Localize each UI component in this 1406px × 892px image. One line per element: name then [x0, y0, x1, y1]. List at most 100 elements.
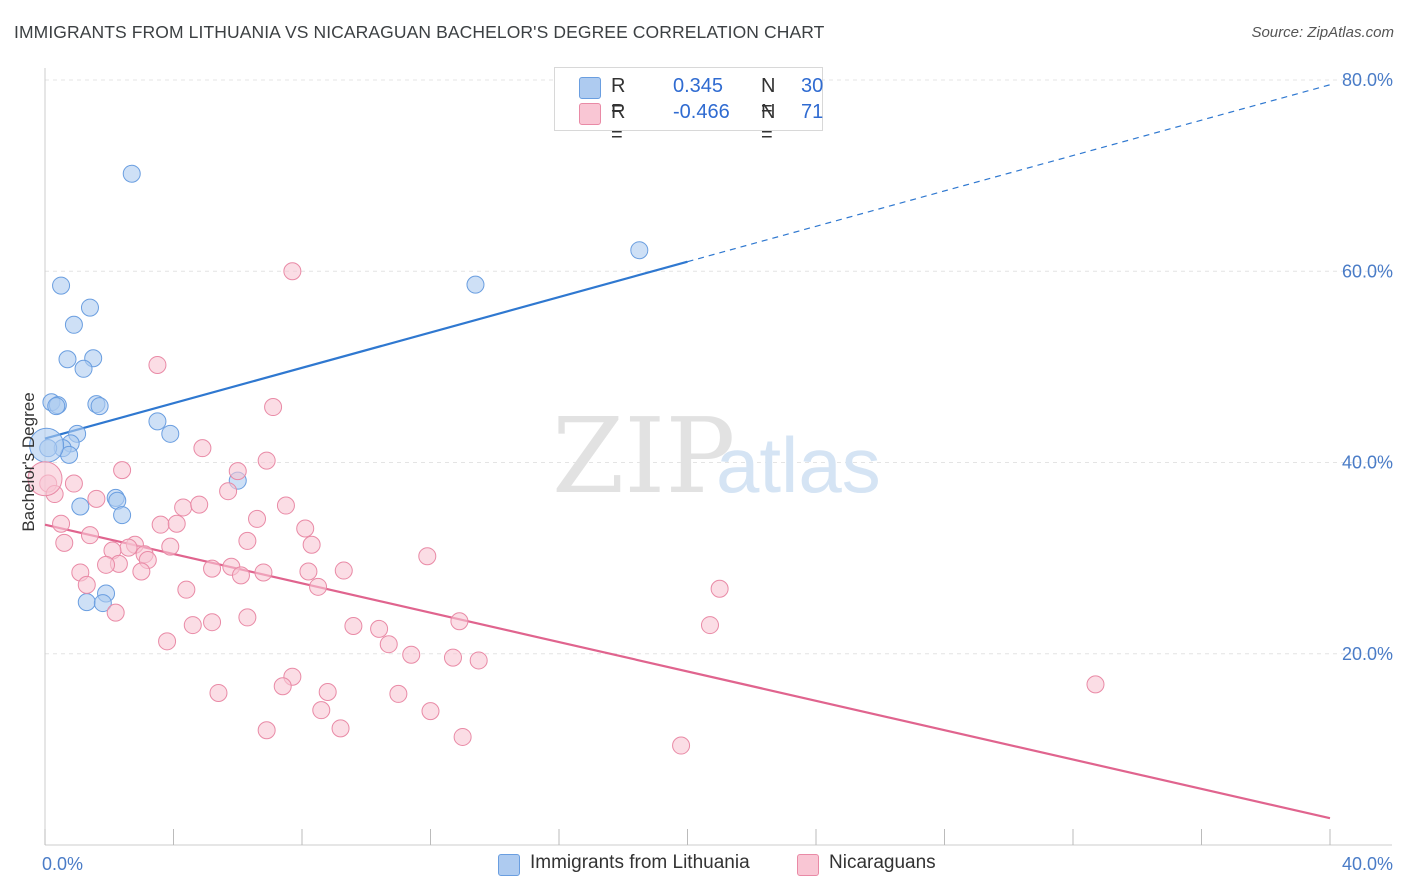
data-point-nicaraguans [1086, 675, 1105, 694]
x-tick-label: 40.0% [1342, 854, 1393, 874]
data-point-nicaraguans [421, 702, 440, 721]
data-point-nicaraguans [219, 482, 238, 501]
y-tick-label: 60.0% [1342, 261, 1393, 281]
data-point-nicaraguans [55, 533, 74, 552]
data-point-lithuania [90, 397, 109, 416]
data-point-nicaraguans [418, 547, 437, 566]
data-point-nicaraguans [203, 559, 222, 578]
data-point-nicaraguans [238, 531, 257, 550]
data-point-nicaraguans [238, 608, 257, 627]
data-point-nicaraguans [443, 648, 462, 667]
data-point-nicaraguans [296, 519, 315, 538]
data-point-nicaraguans [203, 613, 222, 632]
watermark-atlas: atlas [716, 421, 881, 509]
chart-title: IMMIGRANTS FROM LITHUANIA VS NICARAGUAN … [14, 22, 825, 42]
chart-source: Source: ZipAtlas.com [1251, 24, 1394, 41]
data-point-lithuania [52, 276, 71, 295]
data-point-nicaraguans [167, 514, 186, 533]
data-point-nicaraguans [453, 727, 472, 746]
data-point-nicaraguans [710, 579, 729, 598]
legend-swatch-lithuania [579, 77, 601, 99]
stats-legend: R = 0.345 N = 30 R = -0.466 N = 71 [554, 67, 824, 146]
data-point-nicaraguans [80, 526, 99, 545]
bottom-legend-label: Immigrants from Lithuania [530, 852, 750, 873]
data-point-lithuania [80, 298, 99, 317]
data-point-nicaraguans [106, 603, 125, 622]
data-point-nicaraguans [248, 509, 267, 528]
data-point-lithuania [93, 594, 112, 613]
data-point-nicaraguans [113, 461, 132, 480]
data-point-nicaraguans [309, 577, 328, 596]
data-point-lithuania [71, 497, 90, 516]
data-point-nicaraguans [334, 561, 353, 580]
tick-labels: 20.0% 40.0% 60.0% 80.0% 0.0% 40.0% [42, 70, 1393, 874]
data-point-nicaraguans [344, 617, 363, 636]
data-point-nicaraguans [231, 566, 250, 585]
data-point-nicaraguans [273, 677, 292, 696]
x-tick-label: 0.0% [42, 854, 83, 874]
y-tick-label: 20.0% [1342, 644, 1393, 664]
data-point-nicaraguans [302, 535, 321, 554]
data-point-nicaraguans [672, 736, 691, 755]
data-point-nicaraguans [257, 721, 276, 740]
data-point-nicaraguans [119, 538, 138, 557]
data-point-nicaraguans [158, 632, 177, 651]
data-points [27, 164, 1105, 755]
data-point-nicaraguans [52, 514, 71, 533]
legend-r-label: R = [611, 101, 626, 146]
trend-line-extension [687, 84, 1331, 263]
data-point-lithuania [113, 506, 132, 525]
trend-line-lithuania [44, 260, 688, 440]
data-point-lithuania [77, 593, 96, 612]
data-point-nicaraguans [257, 451, 276, 470]
data-point-lithuania [148, 412, 167, 431]
data-point-nicaraguans [97, 555, 116, 574]
bottom-legend-swatch-lithuania [498, 854, 520, 876]
data-point-nicaraguans [318, 683, 337, 701]
y-axis-label: Bachelor's Degree [19, 392, 38, 531]
data-point-lithuania [74, 359, 93, 378]
gridlines [45, 79, 1392, 655]
data-point-nicaraguans [228, 462, 247, 481]
data-point-nicaraguans [469, 651, 488, 670]
data-point-nicaraguans [276, 496, 295, 515]
data-point-nicaraguans [183, 616, 202, 635]
data-point-nicaraguans [151, 515, 170, 534]
data-point-lithuania [47, 397, 66, 416]
legend-n-value: 71 [801, 101, 824, 123]
legend-n-label: N = [761, 101, 776, 146]
data-point-nicaraguans [190, 495, 209, 514]
data-point-nicaraguans [264, 398, 283, 417]
data-point-nicaraguans [132, 562, 151, 581]
data-point-nicaraguans [87, 489, 106, 508]
data-point-nicaraguans [700, 616, 719, 635]
watermark-zip: ZIP [552, 395, 735, 517]
data-point-lithuania [122, 164, 141, 183]
data-point-nicaraguans [27, 461, 63, 497]
data-point-nicaraguans [331, 719, 350, 738]
data-point-lithuania [466, 275, 485, 294]
bottom-legend-label: Nicaraguans [829, 852, 936, 873]
y-tick-label: 80.0% [1342, 70, 1393, 90]
legend-n-value: 30 [801, 75, 824, 97]
bottom-legend-swatch-nicaraguans [797, 854, 819, 876]
data-point-nicaraguans [177, 580, 196, 599]
data-point-nicaraguans [312, 701, 331, 720]
legend-r-label: R = [611, 75, 626, 120]
data-point-lithuania [161, 424, 180, 443]
data-point-nicaraguans [402, 645, 421, 664]
data-point-lithuania [630, 241, 649, 260]
data-point-nicaraguans [77, 575, 96, 594]
data-point-nicaraguans [148, 355, 167, 374]
data-point-nicaraguans [379, 635, 398, 654]
data-point-nicaraguans [161, 537, 180, 556]
data-point-nicaraguans [193, 439, 212, 458]
legend-swatch-nicaraguans [579, 103, 601, 125]
data-point-lithuania [58, 350, 77, 369]
data-point-nicaraguans [254, 563, 273, 582]
data-point-nicaraguans [389, 684, 408, 703]
data-point-nicaraguans [174, 498, 193, 517]
data-point-lithuania [64, 315, 83, 334]
data-point-nicaraguans [283, 262, 302, 281]
